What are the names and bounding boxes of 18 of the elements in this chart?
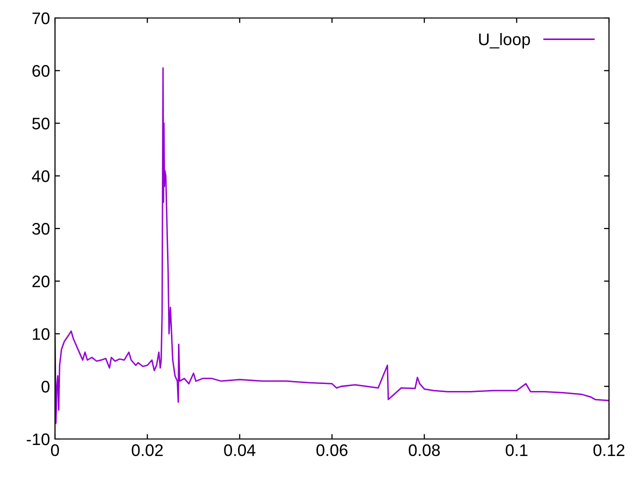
x-tick-label: 0 xyxy=(51,444,59,456)
y-tick-label: 60 xyxy=(32,65,50,77)
x-tick-label: 0.04 xyxy=(224,444,256,456)
y-tick-label: 30 xyxy=(32,222,50,235)
y-tick-label: 50 xyxy=(32,118,50,130)
legend-label: U_loop xyxy=(479,33,530,49)
x-tick-label: 0.08 xyxy=(408,444,440,456)
y-tick-label: 20 xyxy=(32,276,50,288)
x-tick-label: 0.12 xyxy=(593,444,624,456)
x-tick-label: 0.02 xyxy=(132,444,163,456)
line-series xyxy=(55,67,609,424)
x-tick-label: 0.1 xyxy=(506,444,528,456)
y-tick-label: 70 xyxy=(32,12,50,24)
y-tick-label: -10 xyxy=(26,433,50,446)
y-tick-label: 10 xyxy=(32,328,50,340)
y-tick-label: 0 xyxy=(42,380,50,393)
y-tick-label: 40 xyxy=(32,170,50,182)
x-tick-label: 0.06 xyxy=(316,444,348,456)
